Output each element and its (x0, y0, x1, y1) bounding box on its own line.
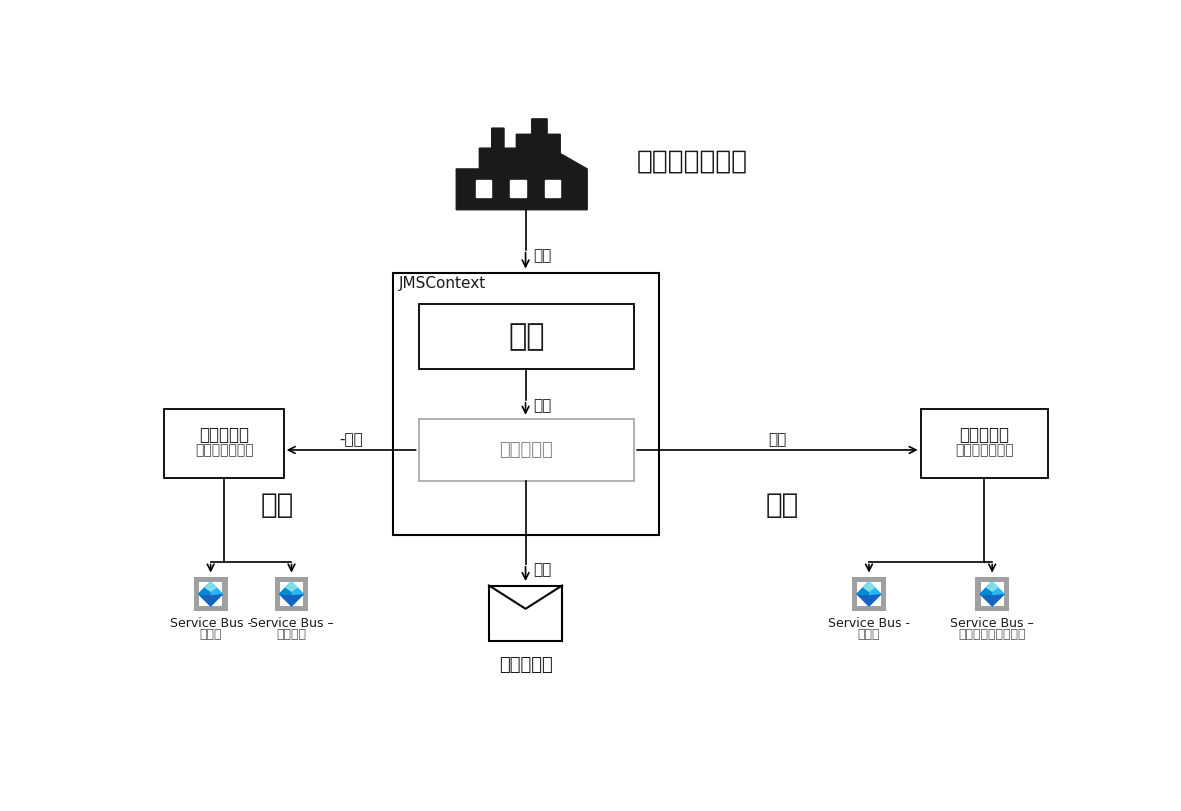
Polygon shape (856, 594, 882, 607)
Text: キュー: キュー (200, 628, 222, 641)
Text: -作成: -作成 (339, 431, 363, 447)
Text: トピック: トピック (276, 628, 307, 641)
Bar (857, 582, 881, 606)
Bar (510, 181, 526, 197)
Bar (476, 181, 491, 197)
Bar (194, 577, 228, 582)
Text: サブスクリプション: サブスクリプション (959, 628, 1026, 641)
Polygon shape (204, 581, 217, 592)
Text: Service Bus –: Service Bus – (951, 617, 1035, 630)
Text: メッセージ: メッセージ (959, 426, 1009, 444)
Bar (976, 577, 1009, 582)
Text: メッセージ: メッセージ (498, 656, 553, 674)
Bar (274, 577, 308, 582)
Bar (852, 606, 886, 611)
Text: 作成: 作成 (768, 431, 787, 447)
Polygon shape (979, 581, 992, 595)
Bar (393, 272, 659, 534)
Bar (194, 577, 200, 611)
Text: 受信: 受信 (765, 491, 798, 519)
Polygon shape (279, 581, 305, 607)
Text: 接続ファクトリ: 接続ファクトリ (638, 148, 749, 174)
Text: Service Bus –: Service Bus – (249, 617, 333, 630)
Bar (418, 303, 634, 369)
Polygon shape (279, 581, 292, 595)
Text: キュー: キュー (857, 628, 880, 641)
Bar (274, 606, 308, 611)
Bar (222, 577, 228, 611)
Bar (881, 577, 886, 611)
Text: Service Bus -: Service Bus - (170, 617, 252, 630)
Bar (976, 577, 980, 611)
Bar (544, 181, 560, 197)
Polygon shape (456, 119, 587, 210)
Polygon shape (986, 581, 999, 592)
Bar (164, 410, 283, 478)
Polygon shape (856, 581, 882, 607)
Bar (280, 582, 304, 606)
Polygon shape (862, 581, 875, 592)
Bar (194, 606, 228, 611)
Text: 接続: 接続 (508, 322, 544, 351)
Bar (976, 606, 1009, 611)
Text: コンシューマー: コンシューマー (954, 443, 1013, 457)
Text: プロデューサー: プロデューサー (195, 443, 254, 457)
Text: 作成: 作成 (534, 398, 552, 413)
Text: JMSContext: JMSContext (399, 277, 487, 291)
Polygon shape (197, 594, 223, 607)
Polygon shape (856, 581, 869, 595)
Polygon shape (279, 594, 305, 607)
Bar (920, 410, 1048, 478)
Text: Service Bus -: Service Bus - (828, 617, 911, 630)
Polygon shape (979, 581, 1005, 607)
Polygon shape (197, 581, 210, 595)
Polygon shape (197, 581, 223, 607)
Polygon shape (285, 581, 298, 592)
Text: 作成: 作成 (534, 248, 552, 264)
Bar (304, 577, 308, 611)
Bar (418, 419, 634, 481)
Polygon shape (979, 594, 1005, 607)
Text: 送信: 送信 (261, 491, 294, 519)
Bar (274, 577, 280, 611)
Text: セッション: セッション (500, 441, 553, 459)
Bar (852, 577, 886, 582)
Text: メッセージ: メッセージ (200, 426, 249, 444)
Text: 作成: 作成 (534, 563, 552, 577)
Bar (1004, 577, 1009, 611)
Bar (980, 582, 1004, 606)
Bar (200, 582, 222, 606)
Bar (489, 586, 562, 641)
Bar (852, 577, 857, 611)
